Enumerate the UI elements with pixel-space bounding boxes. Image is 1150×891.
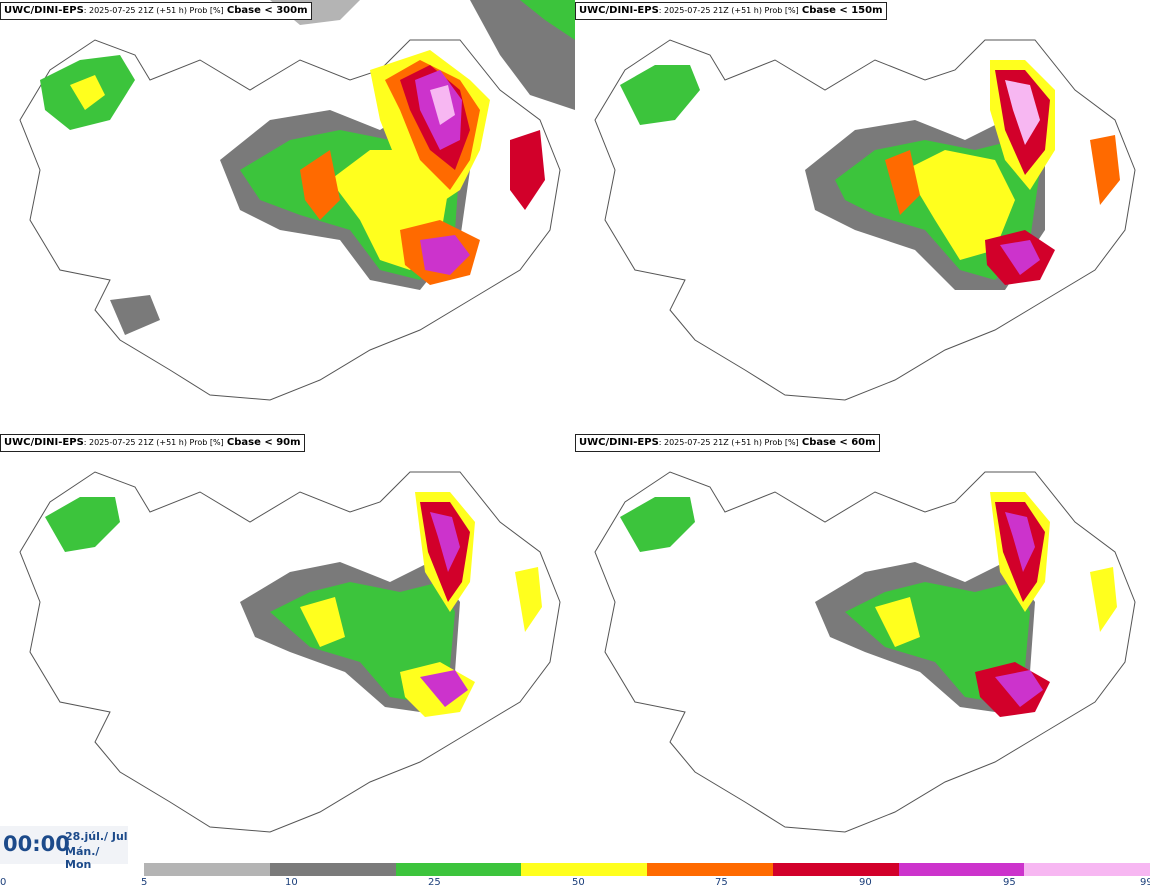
map-panel-cbase-60: UWC/DINI-EPS: 2025-07-25 21Z (+51 h) Pro… (575, 432, 1150, 864)
forecast-weekday: Mán./ Mon (65, 845, 100, 871)
color-scale-tick-label: 50 (572, 877, 585, 888)
color-scale-segment (521, 863, 647, 876)
map-panel-cbase-90: UWC/DINI-EPS: 2025-07-25 21Z (+51 h) Pro… (0, 432, 575, 864)
color-scale-tick-label: 90 (859, 877, 872, 888)
color-scale-tick-label: 75 (715, 877, 728, 888)
color-scale-tick-label: 99 (1140, 877, 1150, 888)
panel-label: UWC/DINI-EPS: 2025-07-25 21Z (+51 h) Pro… (575, 2, 887, 20)
iceland-map (19, 0, 575, 401)
color-scale-segment (1024, 863, 1150, 876)
color-scale-tick-label: 10 (285, 877, 298, 888)
panel-label: UWC/DINI-EPS: 2025-07-25 21Z (+51 h) Pro… (0, 2, 312, 20)
color-scale-tick-label: 0 (0, 877, 7, 888)
color-scale-segment (144, 863, 270, 876)
iceland-map (19, 471, 561, 833)
panel-label: UWC/DINI-EPS: 2025-07-25 21Z (+51 h) Pro… (575, 434, 880, 452)
iceland-map (594, 39, 1136, 401)
forecast-time-block: 00:00 28.júl./ Jul Mán./ Mon (0, 826, 128, 871)
forecast-time: 00:00 (3, 832, 70, 856)
map-panel-cbase-150: UWC/DINI-EPS: 2025-07-25 21Z (+51 h) Pro… (575, 0, 1150, 432)
iceland-map (594, 471, 1136, 833)
panel-label: UWC/DINI-EPS: 2025-07-25 21Z (+51 h) Pro… (0, 434, 305, 452)
color-scale-segment (898, 863, 1025, 876)
color-scale-segment (772, 863, 899, 876)
map-panel-cbase-300: UWC/DINI-EPS: 2025-07-25 21Z (+51 h) Pro… (0, 0, 575, 432)
color-scale-tick-label: 5 (141, 877, 148, 888)
forecast-date: 28.júl./ Jul (65, 830, 128, 843)
color-scale-segment (269, 863, 396, 876)
color-scale-bar (144, 863, 1150, 876)
color-scale-tick-label: 25 (428, 877, 441, 888)
color-scale-segment (647, 863, 773, 876)
color-scale-tick-label: 95 (1003, 877, 1016, 888)
color-scale-segment (395, 863, 522, 876)
